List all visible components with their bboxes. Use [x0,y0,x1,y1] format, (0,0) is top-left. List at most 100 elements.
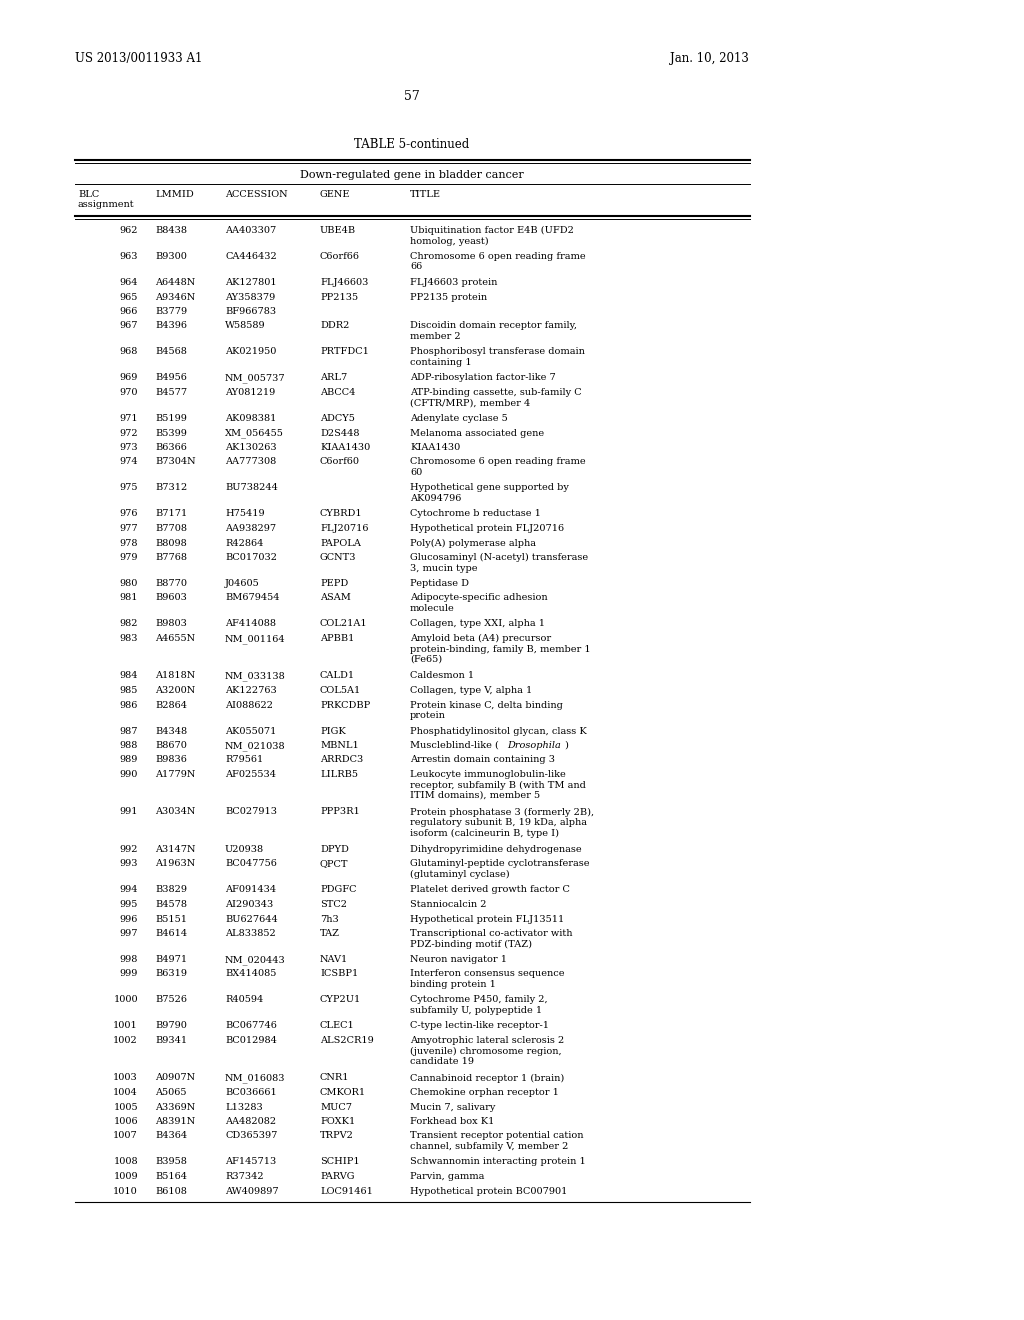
Text: 976: 976 [120,510,138,519]
Text: Transient receptor potential cation
channel, subfamily V, member 2: Transient receptor potential cation chan… [410,1131,584,1151]
Text: B9836: B9836 [155,755,186,764]
Text: AK021950: AK021950 [225,347,276,356]
Text: B6108: B6108 [155,1187,186,1196]
Text: ADCY5: ADCY5 [319,414,355,422]
Text: B9790: B9790 [155,1022,186,1031]
Text: Poly(A) polymerase alpha: Poly(A) polymerase alpha [410,539,536,548]
Text: Jan. 10, 2013: Jan. 10, 2013 [670,51,749,65]
Text: B4568: B4568 [155,347,186,356]
Text: B4614: B4614 [155,929,187,939]
Text: Hypothetical gene supported by
AK094796: Hypothetical gene supported by AK094796 [410,483,569,503]
Text: A5065: A5065 [155,1088,186,1097]
Text: ALS2CR19: ALS2CR19 [319,1036,374,1045]
Text: Glutaminyl-peptide cyclotransferase
(glutaminyl cyclase): Glutaminyl-peptide cyclotransferase (glu… [410,859,590,879]
Text: BU627644: BU627644 [225,915,278,924]
Text: BC036661: BC036661 [225,1088,276,1097]
Text: LOC91461: LOC91461 [319,1187,373,1196]
Text: CALD1: CALD1 [319,672,355,681]
Text: B9341: B9341 [155,1036,187,1045]
Text: 1005: 1005 [114,1102,138,1111]
Text: TABLE 5-continued: TABLE 5-continued [354,139,470,150]
Text: L13283: L13283 [225,1102,263,1111]
Text: AF025534: AF025534 [225,770,276,779]
Text: PPP3R1: PPP3R1 [319,808,359,817]
Text: Schwannomin interacting protein 1: Schwannomin interacting protein 1 [410,1158,586,1167]
Text: Hypothetical protein BC007901: Hypothetical protein BC007901 [410,1187,567,1196]
Text: FLJ46603 protein: FLJ46603 protein [410,279,498,286]
Text: Interferon consensus sequence
binding protein 1: Interferon consensus sequence binding pr… [410,969,564,989]
Text: B8438: B8438 [155,226,187,235]
Text: 973: 973 [120,444,138,451]
Text: J04605: J04605 [225,579,260,587]
Text: BLC
assignment: BLC assignment [78,190,134,210]
Text: Chromosome 6 open reading frame
60: Chromosome 6 open reading frame 60 [410,458,586,477]
Text: B9803: B9803 [155,619,186,628]
Text: AF091434: AF091434 [225,886,276,895]
Text: PEPD: PEPD [319,579,348,587]
Text: TITLE: TITLE [410,190,441,199]
Text: 1002: 1002 [114,1036,138,1045]
Text: Phosphoribosyl transferase domain
containing 1: Phosphoribosyl transferase domain contai… [410,347,585,367]
Text: B4348: B4348 [155,726,187,735]
Text: AK122763: AK122763 [225,686,276,696]
Text: B3829: B3829 [155,886,187,895]
Text: 972: 972 [120,429,138,437]
Text: ATP-binding cassette, sub-family C
(CFTR/MRP), member 4: ATP-binding cassette, sub-family C (CFTR… [410,388,582,408]
Text: 57: 57 [404,90,420,103]
Text: 964: 964 [120,279,138,286]
Text: Phosphatidylinositol glycan, class K: Phosphatidylinositol glycan, class K [410,726,587,735]
Text: 998: 998 [120,954,138,964]
Text: AK127801: AK127801 [225,279,276,286]
Text: A8391N: A8391N [155,1117,196,1126]
Text: UBE4B: UBE4B [319,226,356,235]
Text: D2S448: D2S448 [319,429,359,437]
Text: ARL7: ARL7 [319,374,347,383]
Text: GENE: GENE [319,190,350,199]
Text: AA403307: AA403307 [225,226,276,235]
Text: Mucin 7, salivary: Mucin 7, salivary [410,1102,496,1111]
Text: A4655N: A4655N [155,634,196,643]
Text: Cannabinoid receptor 1 (brain): Cannabinoid receptor 1 (brain) [410,1073,564,1082]
Text: COL5A1: COL5A1 [319,686,361,696]
Text: ASAM: ASAM [319,594,351,602]
Text: B8098: B8098 [155,539,186,548]
Text: DPYD: DPYD [319,845,349,854]
Text: CLEC1: CLEC1 [319,1022,354,1031]
Text: TRPV2: TRPV2 [319,1131,354,1140]
Text: PAPOLA: PAPOLA [319,539,360,548]
Text: KIAA1430: KIAA1430 [319,444,371,451]
Text: B7304N: B7304N [155,458,196,466]
Text: AI088622: AI088622 [225,701,273,710]
Text: NM_033138: NM_033138 [225,672,286,681]
Text: A3034N: A3034N [155,808,196,817]
Text: 982: 982 [120,619,138,628]
Text: Platelet derived growth factor C: Platelet derived growth factor C [410,886,570,895]
Text: FLJ46603: FLJ46603 [319,279,369,286]
Text: 994: 994 [120,886,138,895]
Text: Muscleblind-like (: Muscleblind-like ( [410,741,499,750]
Text: 987: 987 [120,726,138,735]
Text: ICSBP1: ICSBP1 [319,969,358,978]
Text: APBB1: APBB1 [319,634,354,643]
Text: R37342: R37342 [225,1172,263,1181]
Text: BX414085: BX414085 [225,969,276,978]
Text: 981: 981 [120,594,138,602]
Text: B5151: B5151 [155,915,187,924]
Text: 978: 978 [120,539,138,548]
Text: ARRDC3: ARRDC3 [319,755,364,764]
Text: FOXK1: FOXK1 [319,1117,355,1126]
Text: B6366: B6366 [155,444,186,451]
Text: FLJ20716: FLJ20716 [319,524,369,533]
Text: Chemokine orphan receptor 1: Chemokine orphan receptor 1 [410,1088,559,1097]
Text: ACCESSION: ACCESSION [225,190,288,199]
Text: AF414088: AF414088 [225,619,276,628]
Text: W58589: W58589 [225,322,265,330]
Text: B4956: B4956 [155,374,186,383]
Text: C6orf66: C6orf66 [319,252,360,261]
Text: NM_020443: NM_020443 [225,954,286,965]
Text: 991: 991 [120,808,138,817]
Text: PIGK: PIGK [319,726,346,735]
Text: 1003: 1003 [114,1073,138,1082]
Text: 977: 977 [120,524,138,533]
Text: Protein phosphatase 3 (formerly 2B),
regulatory subunit B, 19 kDa, alpha
isoform: Protein phosphatase 3 (formerly 2B), reg… [410,808,594,838]
